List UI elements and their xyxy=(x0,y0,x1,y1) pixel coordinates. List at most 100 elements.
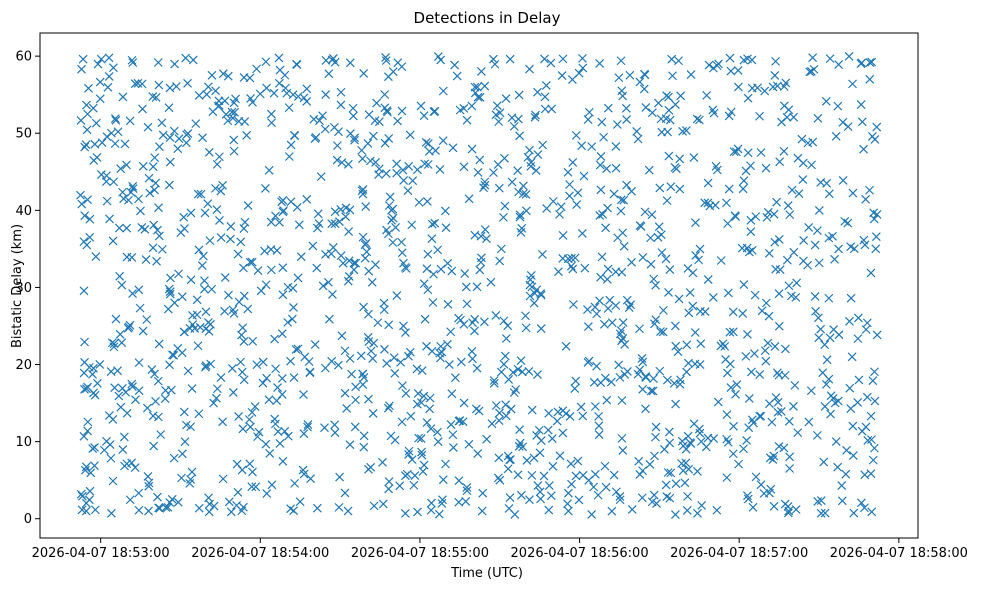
data-point xyxy=(140,224,150,234)
data-point xyxy=(389,353,399,363)
data-point xyxy=(91,252,101,262)
data-point xyxy=(310,134,320,144)
data-point xyxy=(404,161,414,171)
data-point xyxy=(247,482,257,492)
data-point xyxy=(185,323,195,333)
data-point xyxy=(138,104,147,114)
data-point xyxy=(200,284,209,294)
data-point xyxy=(452,71,462,81)
data-point xyxy=(215,215,224,225)
data-point xyxy=(607,318,617,328)
data-point xyxy=(594,411,603,421)
data-point xyxy=(148,162,158,172)
data-point xyxy=(517,490,526,500)
data-point xyxy=(302,84,312,94)
data-point xyxy=(403,186,413,196)
data-point xyxy=(448,430,458,440)
data-point xyxy=(751,472,761,482)
data-point xyxy=(151,92,161,102)
data-point xyxy=(779,101,789,111)
data-point xyxy=(407,220,417,230)
data-point xyxy=(413,388,423,398)
data-point xyxy=(659,444,669,454)
data-point xyxy=(574,68,584,78)
data-point xyxy=(833,101,843,111)
data-point xyxy=(703,178,713,188)
data-point xyxy=(501,94,511,104)
data-point xyxy=(792,278,802,288)
data-point xyxy=(615,329,625,339)
data-point xyxy=(548,461,558,471)
data-point xyxy=(461,497,471,506)
data-point xyxy=(539,471,549,481)
data-point xyxy=(153,492,162,502)
data-point xyxy=(708,105,718,115)
data-point xyxy=(447,266,457,276)
data-point xyxy=(429,107,439,117)
data-point xyxy=(618,91,628,101)
data-point xyxy=(737,243,747,253)
data-point xyxy=(211,183,220,193)
data-point xyxy=(456,315,466,325)
data-point xyxy=(743,494,753,504)
data-point xyxy=(526,270,536,280)
data-point xyxy=(491,401,501,410)
data-point xyxy=(387,205,396,215)
data-point xyxy=(622,366,632,376)
data-point xyxy=(658,305,668,315)
data-point xyxy=(723,437,733,447)
data-point xyxy=(397,237,406,247)
data-point xyxy=(583,322,593,332)
data-point xyxy=(555,451,565,461)
data-point xyxy=(125,116,135,126)
data-point xyxy=(267,118,276,128)
data-point xyxy=(278,263,288,273)
data-point xyxy=(280,426,290,436)
data-point xyxy=(537,249,547,259)
data-point xyxy=(694,424,704,434)
data-point xyxy=(212,159,222,169)
data-point xyxy=(79,431,89,441)
data-point xyxy=(671,164,681,174)
data-point xyxy=(153,412,163,422)
data-point xyxy=(303,420,313,429)
data-point xyxy=(678,441,688,451)
data-point xyxy=(787,185,797,195)
data-point xyxy=(298,465,308,475)
y-tick-label: 0 xyxy=(24,512,32,527)
data-point xyxy=(791,505,801,514)
data-point xyxy=(212,384,222,394)
data-point xyxy=(616,326,626,336)
data-point xyxy=(255,89,265,99)
data-point xyxy=(523,152,533,162)
data-point xyxy=(480,180,490,190)
data-point xyxy=(821,96,831,106)
data-point xyxy=(615,372,625,382)
data-point xyxy=(655,183,665,193)
data-point xyxy=(576,402,586,412)
data-point xyxy=(211,393,221,403)
data-point xyxy=(824,189,834,199)
data-point xyxy=(741,351,751,361)
data-point xyxy=(361,202,371,212)
data-point xyxy=(228,305,238,315)
data-point xyxy=(828,231,837,241)
data-point xyxy=(503,321,513,331)
data-point xyxy=(622,115,632,124)
data-point xyxy=(521,311,530,321)
data-point xyxy=(517,367,527,377)
data-point xyxy=(76,190,85,200)
data-point xyxy=(350,135,359,145)
data-point xyxy=(90,461,99,471)
data-point xyxy=(104,53,114,63)
data-point xyxy=(760,86,770,96)
data-point xyxy=(577,141,587,151)
data-point xyxy=(95,359,105,369)
data-point xyxy=(134,505,144,515)
data-point xyxy=(270,414,280,424)
data-point xyxy=(109,339,119,349)
data-point xyxy=(180,224,189,234)
data-point xyxy=(691,251,701,260)
data-point xyxy=(83,195,92,205)
data-point xyxy=(155,142,164,152)
